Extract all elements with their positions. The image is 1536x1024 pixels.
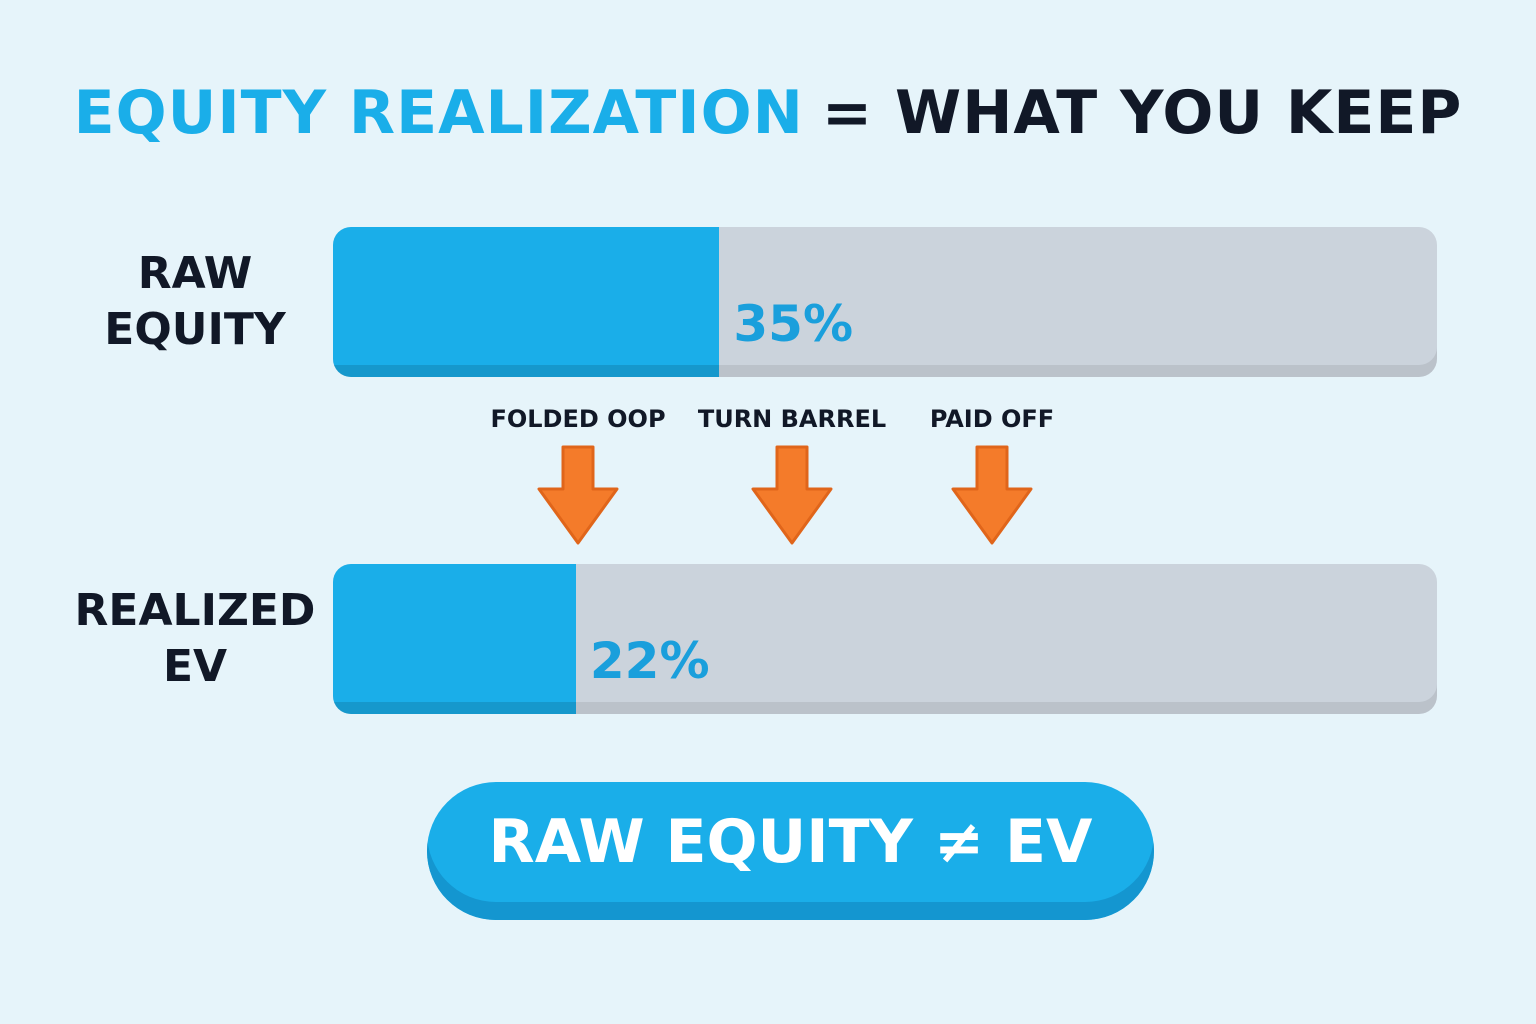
- value-label: 35%: [733, 295, 854, 353]
- bar: [333, 564, 576, 714]
- arrow: [751, 445, 833, 545]
- value-label: 22%: [589, 632, 710, 690]
- title-rest: = WHAT YOU KEEP: [821, 78, 1463, 148]
- bar-track: 35%: [333, 227, 1437, 377]
- annotation: FOLDED OOP: [490, 405, 666, 433]
- bar-track: 22%: [333, 564, 1437, 714]
- arrow: [537, 445, 619, 545]
- category-label: REALIZED EV: [74, 585, 316, 692]
- annotation: PAID OFF: [929, 405, 1055, 433]
- title: EQUITY REALIZATION = WHAT YOU KEEP: [0, 78, 1536, 148]
- annotation: TURN BARREL: [697, 405, 887, 433]
- arrow: [951, 445, 1033, 545]
- bar: [333, 227, 720, 377]
- category-label: RAW EQUITY: [104, 248, 286, 355]
- title-highlight: EQUITY REALIZATION: [73, 78, 804, 148]
- footer-button: RAW EQUITY ≠ EV: [427, 782, 1154, 920]
